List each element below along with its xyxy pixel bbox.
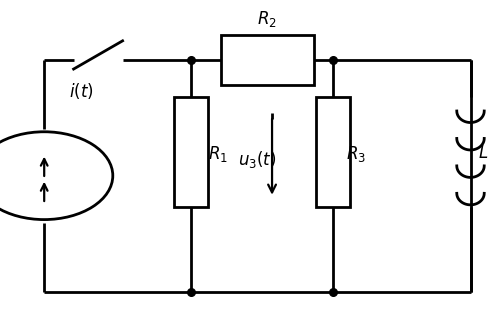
Text: $L$: $L$ xyxy=(478,145,488,162)
Text: $R_2$: $R_2$ xyxy=(257,9,277,29)
Text: $R_3$: $R_3$ xyxy=(346,144,366,164)
Bar xyxy=(316,97,350,207)
Bar xyxy=(174,97,208,207)
Text: $u_3(t)$: $u_3(t)$ xyxy=(238,149,277,171)
Text: $R_1$: $R_1$ xyxy=(208,144,229,164)
Circle shape xyxy=(0,132,113,220)
Bar xyxy=(220,35,314,85)
Text: $i(t)$: $i(t)$ xyxy=(68,81,94,101)
